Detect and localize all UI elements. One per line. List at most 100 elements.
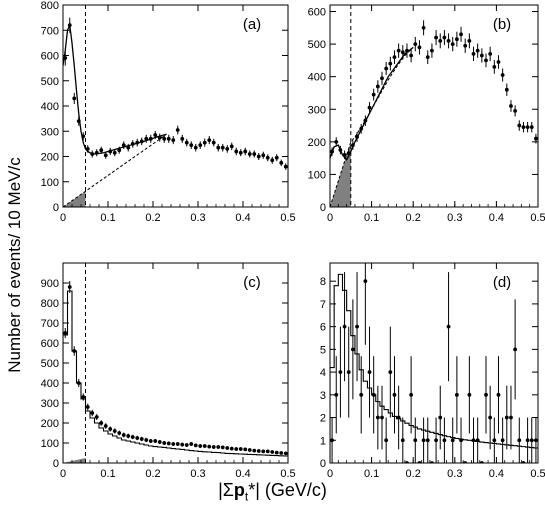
data-point xyxy=(338,148,343,152)
data-point xyxy=(438,415,443,420)
data-point xyxy=(63,56,68,60)
data-point xyxy=(135,140,140,145)
x-axis-label-subscript: t xyxy=(244,489,249,504)
data-point xyxy=(413,438,418,443)
data-point xyxy=(202,444,207,448)
data-point xyxy=(252,448,257,453)
data-point xyxy=(270,158,275,163)
data-point xyxy=(216,445,221,449)
data-point xyxy=(342,324,347,329)
data-point xyxy=(363,118,368,123)
signal-fit-curve xyxy=(330,46,414,161)
data-point xyxy=(363,279,368,284)
data-point xyxy=(94,150,99,155)
data-point xyxy=(484,58,488,63)
y-tick-label: 300 xyxy=(41,126,59,138)
y-tick-label: 500 xyxy=(308,39,326,51)
data-point xyxy=(81,395,86,399)
data-point xyxy=(467,392,472,397)
data-point xyxy=(67,285,72,289)
data-point xyxy=(171,442,176,446)
data-point xyxy=(148,439,153,443)
data-point xyxy=(517,438,522,443)
data-point xyxy=(175,128,180,132)
data-point xyxy=(534,136,538,141)
data-point xyxy=(63,331,68,335)
x-tick-label: 0.3 xyxy=(190,468,205,480)
data-point xyxy=(153,439,158,443)
panel-label: (c) xyxy=(243,274,261,291)
data-point xyxy=(90,411,95,415)
plot-area xyxy=(63,5,288,207)
y-tick-label: 900 xyxy=(41,278,59,290)
data-point xyxy=(421,438,426,443)
data-point xyxy=(529,125,534,130)
y-tick-label: 400 xyxy=(41,101,59,113)
data-point xyxy=(198,143,203,148)
x-tick-label: 0 xyxy=(60,468,66,480)
data-point xyxy=(488,415,493,420)
data-point xyxy=(371,392,376,397)
data-point xyxy=(442,35,447,40)
y-tick-label: 0 xyxy=(320,458,326,470)
data-point xyxy=(283,451,288,456)
data-point xyxy=(334,139,339,144)
data-point xyxy=(479,53,484,58)
data-point xyxy=(384,438,389,443)
y-tick-label: 200 xyxy=(41,152,59,164)
data-point xyxy=(175,442,180,446)
data-point xyxy=(130,141,135,146)
y-tick-label: 500 xyxy=(41,76,59,88)
data-point xyxy=(184,140,189,145)
data-point xyxy=(459,32,463,37)
data-point xyxy=(162,136,167,141)
data-point xyxy=(162,441,167,445)
plot-frame xyxy=(329,262,539,464)
data-point xyxy=(500,73,505,77)
plot-frame xyxy=(62,4,289,208)
data-point xyxy=(471,51,476,56)
y-tick-label: 200 xyxy=(308,137,326,149)
data-point xyxy=(355,324,359,329)
data-point xyxy=(108,149,113,154)
data-point xyxy=(148,136,153,141)
data-point xyxy=(359,126,364,131)
data-point xyxy=(405,48,409,53)
data-point xyxy=(417,45,422,50)
data-point xyxy=(211,140,216,145)
data-point xyxy=(413,42,418,46)
data-point xyxy=(367,105,372,110)
data-point xyxy=(126,145,131,150)
data-point xyxy=(380,76,384,81)
data-point xyxy=(442,438,447,443)
data-point xyxy=(207,138,212,142)
data-point xyxy=(496,60,501,64)
data-point xyxy=(265,449,270,454)
data-point xyxy=(180,136,185,141)
data-point xyxy=(396,48,401,53)
data-point xyxy=(380,415,384,420)
data-point xyxy=(166,441,171,446)
data-point xyxy=(144,136,149,141)
data-point xyxy=(121,433,126,437)
data-point xyxy=(76,119,81,124)
data-point xyxy=(446,324,451,329)
data-point xyxy=(238,150,243,155)
y-tick-label: 300 xyxy=(308,104,326,116)
data-point xyxy=(112,150,117,155)
data-point xyxy=(279,160,284,165)
data-point xyxy=(421,25,426,30)
data-point xyxy=(409,53,414,58)
data-point xyxy=(234,149,239,154)
data-point xyxy=(367,370,372,374)
data-point xyxy=(157,135,162,140)
y-tick-label: 600 xyxy=(308,7,326,19)
data-point xyxy=(121,143,126,148)
data-point xyxy=(243,447,248,452)
data-point xyxy=(513,108,518,113)
plot-area xyxy=(330,5,538,207)
y-tick-label: 7 xyxy=(320,299,326,311)
data-point xyxy=(193,443,198,448)
data-point xyxy=(346,370,351,374)
x-tick-label: 0.2 xyxy=(145,212,160,224)
